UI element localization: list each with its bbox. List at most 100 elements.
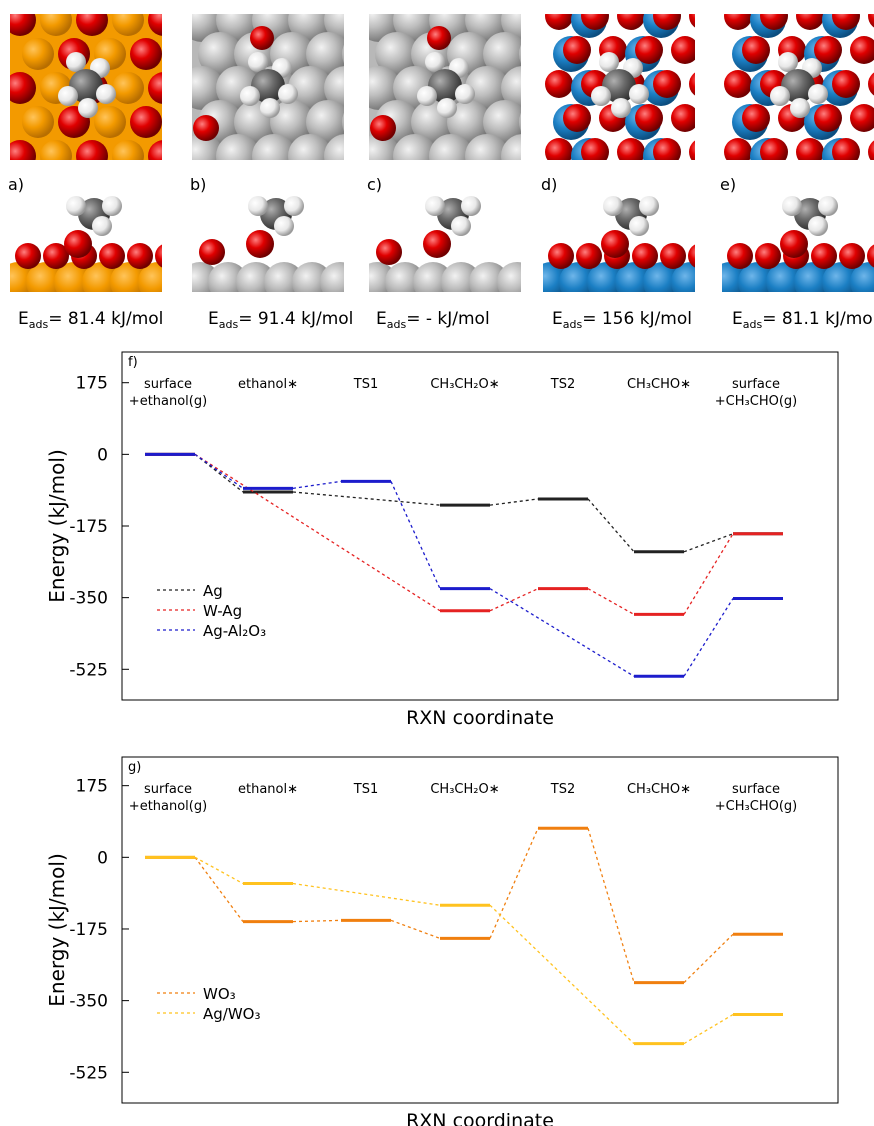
atom — [832, 70, 860, 98]
atom — [660, 243, 686, 269]
category-label: +ethanol(g) — [129, 394, 207, 409]
atom — [127, 243, 153, 269]
atom — [240, 86, 260, 106]
atom — [796, 14, 824, 30]
atom — [437, 98, 457, 118]
atom — [429, 134, 473, 160]
panel-label: c) — [367, 175, 382, 194]
atom — [850, 104, 874, 132]
y-tick-label: -350 — [69, 589, 108, 609]
atom — [501, 14, 521, 42]
atom — [278, 84, 298, 104]
atom — [320, 262, 344, 292]
category-label: CH₃CH₂O∗ — [430, 782, 499, 797]
panel-label: e) — [720, 175, 736, 194]
atom — [376, 239, 402, 265]
atom — [138, 262, 162, 292]
atom — [10, 14, 36, 36]
connector — [489, 904, 635, 1045]
atom — [10, 140, 36, 160]
atom — [629, 84, 649, 104]
atom — [832, 138, 860, 160]
atom — [671, 36, 695, 64]
atom — [671, 104, 695, 132]
y-axis-label: Energy (kJ/mol) — [45, 449, 69, 602]
atom — [483, 32, 521, 76]
connector — [489, 588, 635, 677]
atom — [148, 14, 162, 36]
x-axis-label: RXN coordinate — [406, 707, 554, 729]
atom — [58, 86, 78, 106]
atom — [112, 72, 144, 104]
atom — [288, 134, 332, 160]
connector — [194, 453, 244, 489]
atom — [193, 115, 219, 141]
atom — [112, 140, 144, 160]
atom — [755, 243, 781, 269]
atom — [727, 243, 753, 269]
atom — [148, 140, 162, 160]
y-tick-label: -525 — [69, 660, 108, 680]
category-label: CH₃CH₂O∗ — [430, 377, 499, 392]
adsorption-energy: Eads= 81.1 kJ/mol — [732, 309, 874, 331]
energy-subscript: ads — [387, 318, 407, 331]
y-tick-label: 175 — [76, 374, 108, 394]
atom — [423, 230, 451, 258]
adsorption-energy: Eads= 156 kJ/mol — [552, 309, 692, 331]
atom — [22, 38, 54, 70]
atom — [839, 243, 865, 269]
top-view — [543, 14, 695, 160]
atom — [248, 52, 268, 72]
atom — [601, 230, 629, 258]
connector — [194, 453, 244, 493]
y-tick-label: -350 — [69, 992, 108, 1012]
atom — [545, 14, 573, 30]
atom — [653, 138, 681, 160]
atom — [814, 36, 842, 64]
atom — [760, 14, 788, 30]
atom — [868, 72, 874, 96]
atom — [850, 36, 874, 64]
atom — [130, 38, 162, 70]
connector — [194, 453, 441, 612]
category-label: surface — [732, 377, 780, 392]
atom — [782, 196, 802, 216]
atom — [192, 66, 224, 110]
connector — [489, 827, 539, 939]
y-tick-label: 175 — [76, 777, 108, 797]
side-view — [192, 196, 344, 292]
atom — [288, 66, 332, 110]
atom — [369, 66, 401, 110]
atom — [216, 134, 260, 160]
atom — [102, 196, 122, 216]
atom — [148, 72, 162, 104]
atom — [617, 138, 645, 160]
atom — [497, 262, 521, 292]
connector — [292, 491, 441, 506]
atom — [274, 216, 294, 236]
atom — [576, 243, 602, 269]
adsorption-energy: Eads= - kJ/mol — [376, 309, 490, 331]
atom — [324, 66, 344, 110]
side-view — [369, 196, 521, 292]
atom — [635, 36, 663, 64]
energy-text: = 81.1 kJ/mol — [762, 309, 874, 329]
atom — [43, 243, 69, 269]
atom — [581, 138, 609, 160]
adsorption-energy: Eads= 91.4 kJ/mol — [208, 309, 353, 331]
atom — [545, 70, 573, 98]
y-tick-label: -175 — [69, 517, 108, 537]
energy-symbol: E — [552, 309, 563, 329]
atom — [689, 14, 695, 28]
atom — [483, 100, 521, 144]
atom — [742, 36, 770, 64]
category-label: TS2 — [550, 782, 575, 797]
atom — [112, 14, 144, 36]
atom — [199, 239, 225, 265]
energy-subscript: ads — [219, 318, 239, 331]
atom — [284, 196, 304, 216]
category-label: ethanol∗ — [238, 782, 298, 797]
atom — [808, 216, 828, 236]
legend-label: Ag/WO₃ — [203, 1005, 261, 1023]
energy-symbol: E — [18, 309, 29, 329]
